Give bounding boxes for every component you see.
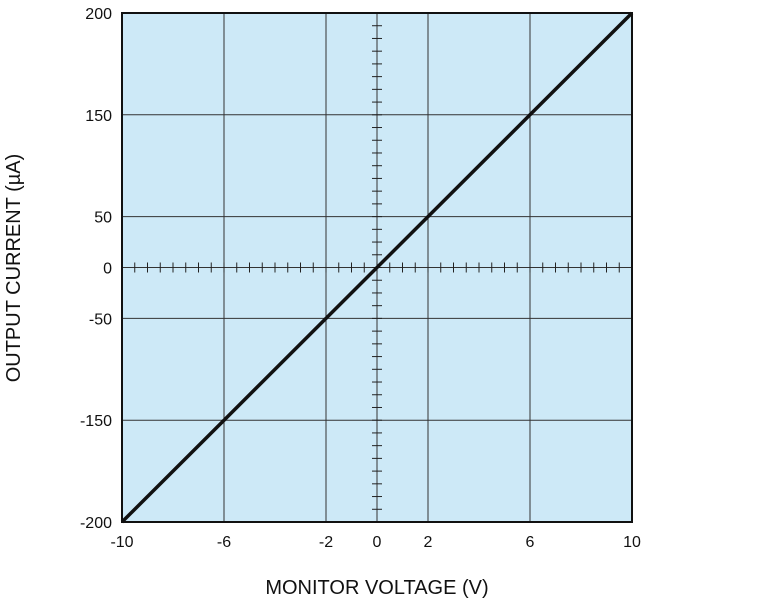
x-axis-label: MONITOR VOLTAGE (V) xyxy=(265,577,488,599)
plot-frame xyxy=(121,12,633,523)
y-tick-label: 0 xyxy=(103,261,112,278)
y-axis-label: OUTPUT CURRENT (µA) xyxy=(3,154,25,383)
x-tick-label: -10 xyxy=(110,534,133,551)
x-tick-label: -2 xyxy=(319,534,333,551)
x-tick-label: 10 xyxy=(623,534,641,551)
axis-minor-ticks xyxy=(134,25,620,510)
y-tick-label: 150 xyxy=(85,108,112,125)
y-tick-labels: -200 -150 -50 0 50 150 200 xyxy=(80,6,112,532)
series-line xyxy=(120,11,634,524)
series xyxy=(120,11,634,524)
y-tick-label: -200 xyxy=(80,515,112,532)
y-tick-label: 200 xyxy=(85,6,112,23)
x-tick-label: -6 xyxy=(217,534,231,551)
x-tick-label: 2 xyxy=(424,534,433,551)
y-tick-label: -150 xyxy=(80,413,112,430)
y-tick-label: 50 xyxy=(94,210,112,227)
x-tick-labels: -10 -6 -2 0 2 6 10 xyxy=(110,534,641,551)
y-tick-label: -50 xyxy=(89,311,112,328)
x-tick-label: 0 xyxy=(373,534,382,551)
x-tick-label: 6 xyxy=(526,534,535,551)
